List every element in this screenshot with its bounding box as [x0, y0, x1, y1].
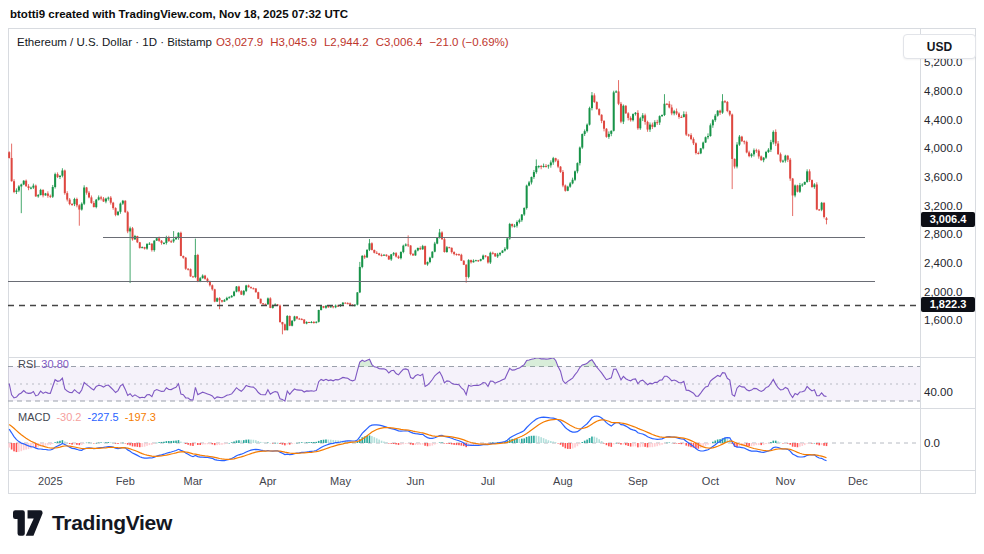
time-tick-Dec: Dec	[848, 475, 868, 487]
price-tick: 3,200.0	[924, 200, 962, 212]
time-tick-Sep: Sep	[628, 475, 648, 487]
price-tick: 2,400.0	[924, 257, 962, 269]
rsi-value: 30.80	[41, 358, 69, 370]
price-tick: 2,000.0	[924, 286, 962, 298]
chart-legend: Ethereum / U.S. Dollar · 1D · Bitstamp O3…	[17, 36, 516, 48]
macd-hist-value: -30.2	[56, 411, 81, 423]
price-tick: 1,600.0	[924, 314, 962, 326]
time-tick-Jun: Jun	[407, 475, 425, 487]
tradingview-logo[interactable]: TradingView	[13, 510, 172, 536]
price-tick: 3,600.0	[924, 171, 962, 183]
macd-line-value: -227.5	[87, 411, 118, 423]
price-tick: 4,800.0	[924, 85, 962, 97]
chart-canvas[interactable]	[8, 28, 976, 494]
macd-indicator-label[interactable]: MACD-30.2-227.5-197.3	[18, 411, 156, 423]
change-value: −21.0 (−0.69%)	[429, 36, 508, 48]
symbol-title[interactable]: Ethereum / U.S. Dollar · 1D · Bitstamp	[17, 36, 212, 48]
time-tick-Mar: Mar	[184, 475, 203, 487]
time-tick-Feb: Feb	[116, 475, 135, 487]
time-tick-Nov: Nov	[776, 475, 796, 487]
ohlc-L: L2,944.2	[324, 36, 369, 48]
rsi-indicator-label[interactable]: RSI30.80	[18, 358, 69, 370]
ohlc-O: O3,027.9	[216, 36, 263, 48]
price-tick: 4,000.0	[924, 142, 962, 154]
macd-axis-label: 0.0	[924, 437, 940, 449]
rsi-axis-label: 40.00	[924, 386, 953, 398]
price-tick: 4,400.0	[924, 114, 962, 126]
time-tick-Oct: Oct	[702, 475, 719, 487]
time-tick-2025: 2025	[38, 475, 62, 487]
time-tick-Jul: Jul	[481, 475, 495, 487]
last-price-badge: 3,006.4	[921, 212, 975, 227]
tradingview-logo-text: TradingView	[52, 511, 172, 535]
tradingview-snapshot: btotti9 created with TradingView.com, No…	[0, 0, 984, 554]
macd-signal-value: -197.3	[125, 411, 156, 423]
currency-toggle-button[interactable]: USD	[903, 34, 976, 59]
time-tick-May: May	[330, 475, 351, 487]
ohlc-H: H3,045.9	[270, 36, 317, 48]
time-tick-Apr: Apr	[259, 475, 276, 487]
creator-line: btotti9 created with TradingView.com, No…	[10, 8, 348, 20]
price-tick: 2,800.0	[924, 228, 962, 240]
ohlc-C: C3,006.4	[376, 36, 423, 48]
time-tick-Aug: Aug	[553, 475, 573, 487]
tradingview-logo-icon	[13, 510, 43, 536]
level-price-badge: 1,822.3	[921, 297, 975, 312]
